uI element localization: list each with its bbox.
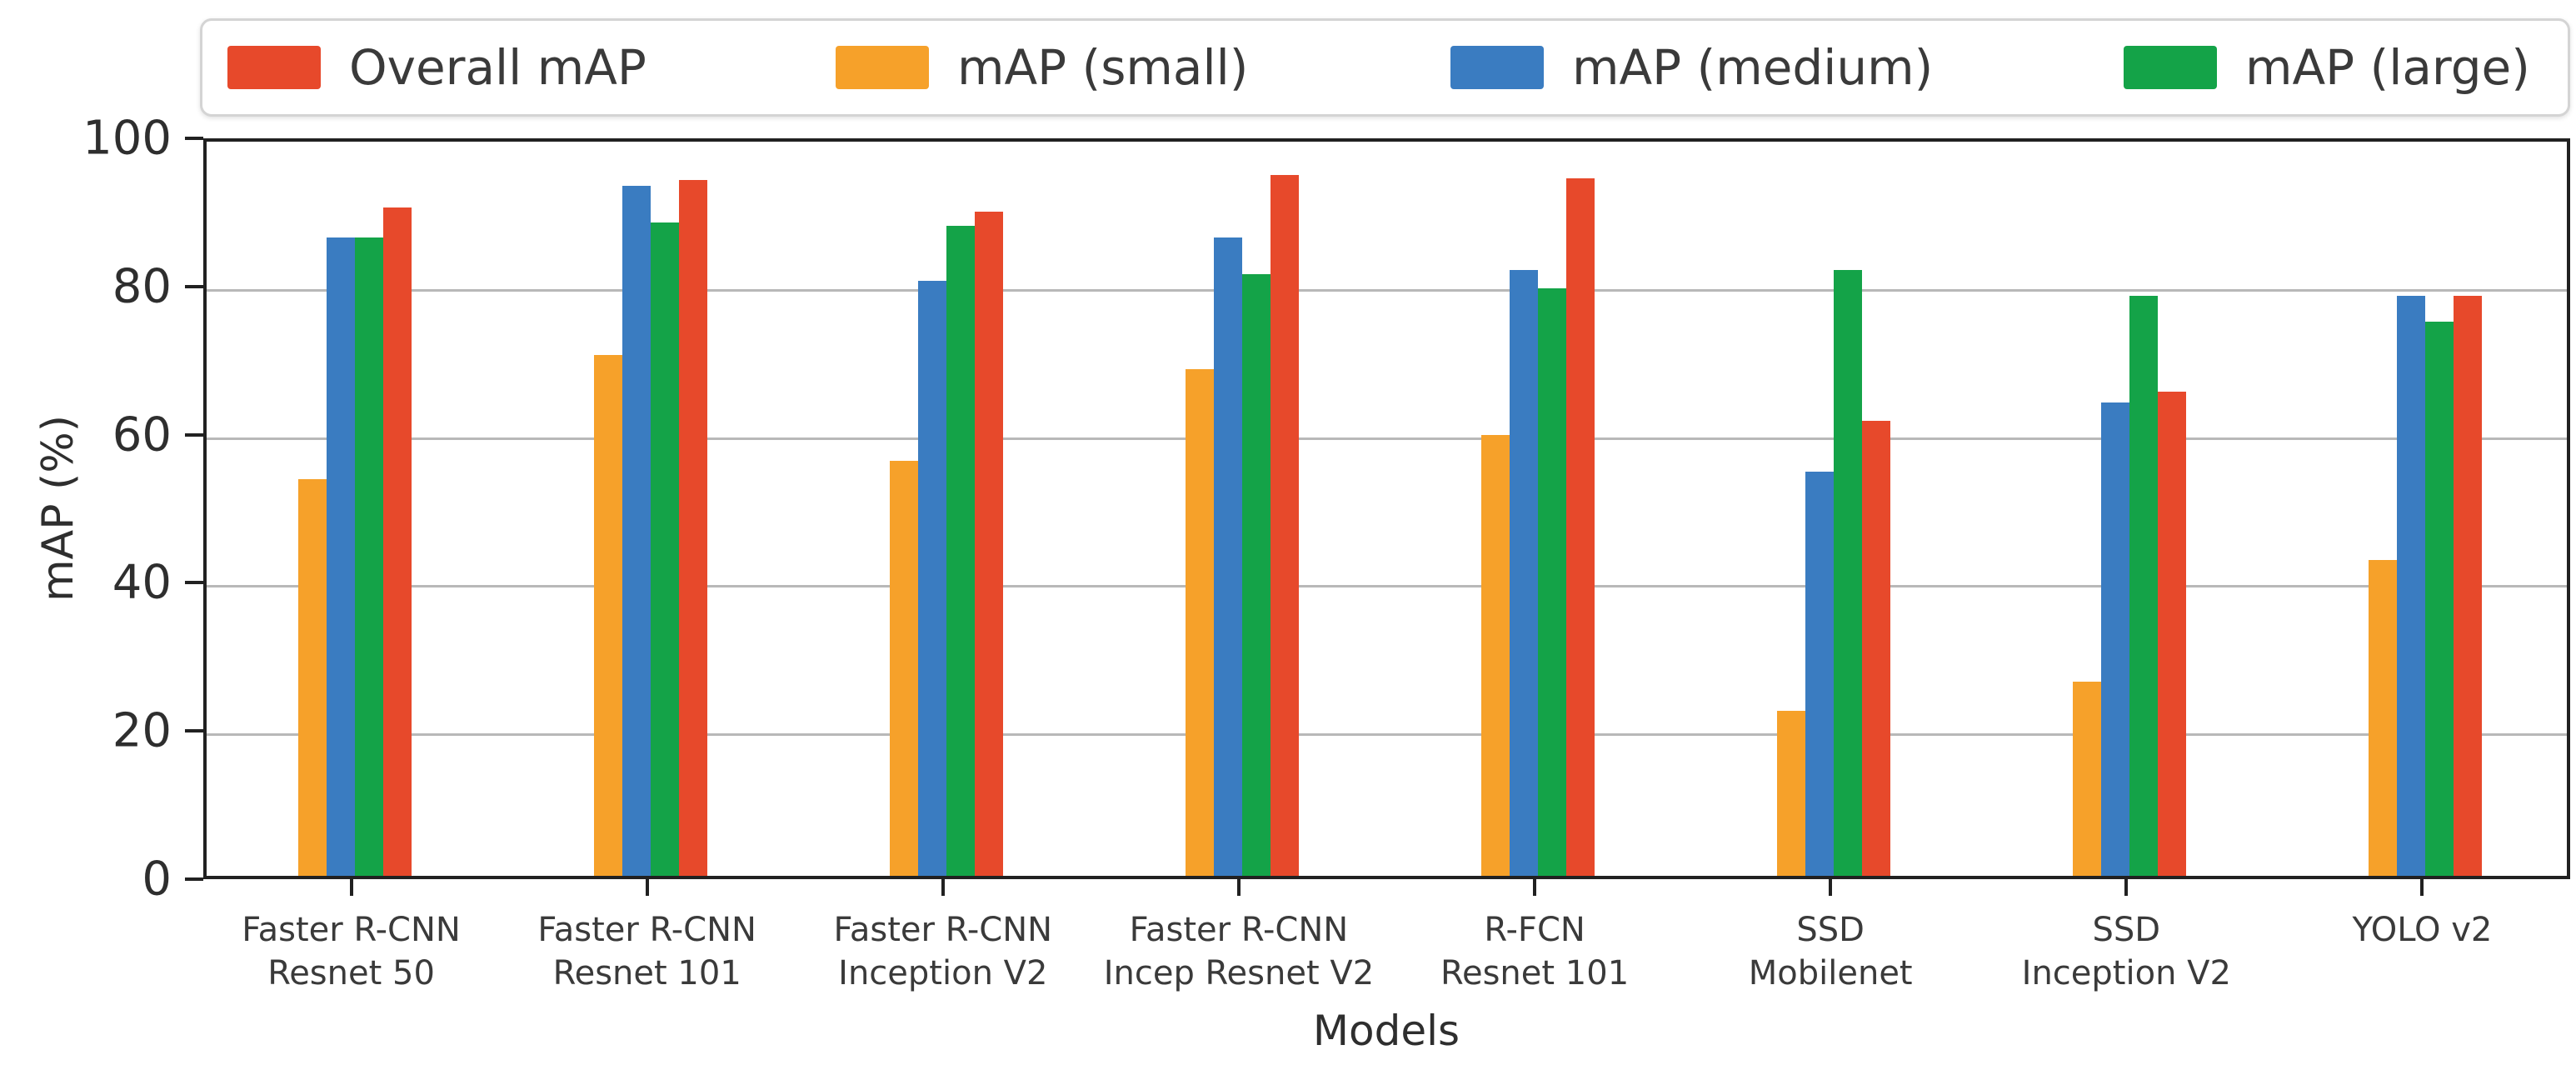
- x-category-label-2: Faster R-CNN Inception V2: [833, 911, 1053, 992]
- bar-map-medium-5: [1805, 472, 1835, 876]
- x-category-label-1: Faster R-CNN Resnet 101: [537, 911, 756, 992]
- x-tick-3: [1236, 879, 1241, 896]
- bar-map-small-4: [1481, 435, 1510, 876]
- x-category-label-0: Faster R-CNN Resnet 50: [242, 911, 461, 992]
- x-tick-6: [2124, 879, 2129, 896]
- bar-map-medium-6: [2101, 402, 2130, 876]
- y-tick-80: [185, 284, 203, 288]
- x-category-label-5: SSD Mobilenet: [1748, 911, 1913, 992]
- bar-map-medium-4: [1510, 270, 1539, 876]
- bar-overall-map-1: [678, 179, 707, 876]
- bar-map-medium-3: [1213, 237, 1242, 876]
- legend-swatch-map-large: [2124, 46, 2217, 89]
- bar-group-faster-r-cnn-resnet-101: [502, 142, 798, 876]
- bar-overall-map-6: [2158, 391, 2187, 876]
- x-tick-7: [2420, 879, 2424, 896]
- bar-group-ssd-inception-v2: [1982, 142, 2278, 876]
- gridline-40: [207, 585, 2567, 588]
- x-category-label-6: SSD Inception V2: [2021, 911, 2231, 992]
- bar-group-ssd-mobilenet: [1686, 142, 1982, 876]
- y-tick-20: [185, 729, 203, 733]
- bar-map-large-5: [1834, 270, 1863, 876]
- bar-overall-map-3: [1270, 174, 1299, 876]
- legend-label-map-large: mAP (large): [2245, 39, 2530, 96]
- bar-group-yolo-v2: [2278, 142, 2574, 876]
- bar-map-medium-2: [917, 281, 946, 876]
- y-tick-label-100: 100: [82, 111, 172, 166]
- gridline-80: [207, 288, 2567, 292]
- bar-map-small-1: [593, 354, 622, 876]
- gridline-20: [207, 733, 2567, 737]
- bar-overall-map-5: [1862, 420, 1891, 876]
- legend-item-map-medium: mAP (medium): [1450, 21, 1933, 114]
- legend-swatch-map-medium: [1450, 46, 1544, 89]
- bar-group-faster-r-cnn-incep-resnet-v2: [1094, 142, 1390, 876]
- y-tick-40: [185, 581, 203, 585]
- legend-item-map-large: mAP (large): [2124, 21, 2530, 114]
- bar-map-small-7: [2369, 560, 2398, 876]
- x-tick-5: [1829, 879, 1833, 896]
- y-tick-100: [185, 137, 203, 140]
- y-tick-label-80: 80: [112, 259, 172, 314]
- y-tick-label-20: 20: [112, 703, 172, 758]
- bar-map-large-6: [2129, 296, 2159, 876]
- bar-map-small-0: [297, 479, 327, 876]
- x-category-label-7: YOLO v2: [2352, 911, 2493, 949]
- bar-map-small-2: [889, 461, 918, 876]
- x-category-label-4: R-FCN Resnet 101: [1440, 911, 1630, 992]
- bar-map-large-0: [354, 237, 383, 876]
- bar-map-medium-7: [2397, 296, 2426, 876]
- bar-overall-map-7: [2454, 296, 2483, 876]
- y-tick-label-60: 60: [112, 408, 172, 462]
- bar-group-faster-r-cnn-inception-v2: [798, 142, 1094, 876]
- chart-legend: Overall mAP mAP (small) mAP (medium) mAP (l…: [200, 18, 2570, 117]
- bar-map-large-2: [946, 226, 975, 876]
- y-tick-label-40: 40: [112, 555, 172, 610]
- gridline-60: [207, 437, 2567, 440]
- bar-map-medium-1: [622, 185, 651, 876]
- bar-overall-map-2: [974, 211, 1003, 876]
- legend-item-overall-map: Overall mAP: [227, 21, 646, 114]
- bar-group-r-fcn-resnet-101: [1390, 142, 1686, 876]
- y-tick-60: [185, 432, 203, 437]
- y-tick-0: [185, 878, 203, 881]
- legend-item-map-small: mAP (small): [836, 21, 1248, 114]
- y-tick-label-0: 0: [142, 852, 172, 907]
- x-tick-1: [645, 879, 649, 896]
- bar-map-small-5: [1777, 710, 1806, 876]
- x-category-label-3: Faster R-CNN Incep Resnet V2: [1103, 911, 1375, 992]
- bar-map-large-3: [1241, 273, 1271, 876]
- legend-label-map-medium: mAP (medium): [1572, 39, 1934, 96]
- plot-area: [203, 138, 2570, 879]
- bar-map-small-6: [2073, 681, 2102, 876]
- legend-label-map-small: mAP (small): [957, 39, 1249, 96]
- bar-map-large-1: [650, 222, 679, 876]
- bar-map-large-7: [2425, 321, 2454, 876]
- legend-label-overall-map: Overall mAP: [349, 39, 646, 96]
- bar-map-medium-0: [326, 237, 355, 876]
- bar-overall-map-0: [382, 208, 412, 876]
- x-tick-4: [1533, 879, 1537, 896]
- bar-map-large-4: [1538, 288, 1567, 876]
- bar-overall-map-4: [1566, 178, 1595, 876]
- x-tick-2: [941, 879, 945, 896]
- x-tick-0: [349, 879, 353, 896]
- bar-map-small-3: [1185, 369, 1214, 876]
- legend-swatch-overall-map: [227, 46, 321, 89]
- bar-group-faster-r-cnn-resnet-50: [207, 142, 502, 876]
- legend-swatch-map-small: [836, 46, 929, 89]
- x-axis-title: Models: [1312, 1007, 1460, 1055]
